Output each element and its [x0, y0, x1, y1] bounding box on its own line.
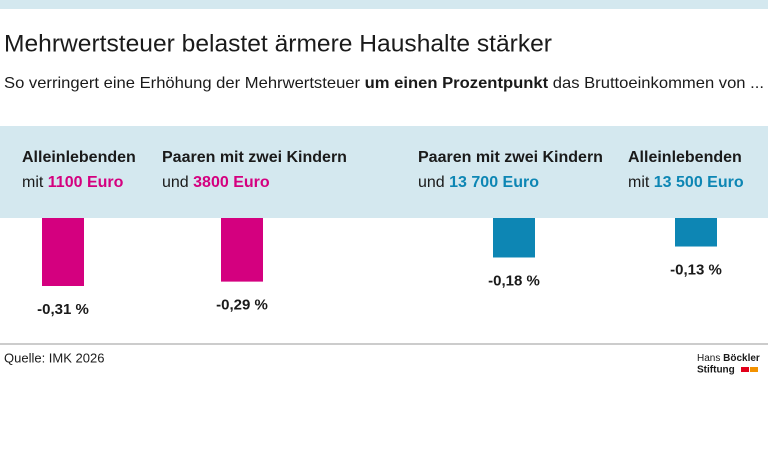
category-prefix: mit — [22, 174, 44, 191]
category-sublabel: mit 1100 Euro — [22, 174, 124, 191]
label-panel — [0, 126, 768, 218]
bar — [675, 218, 717, 247]
category-prefix: und — [418, 174, 445, 191]
value-label: -0,13 % — [670, 261, 722, 278]
logo-block — [750, 367, 758, 372]
subtitle-part: So verringert eine Erhöhung der Mehrwert… — [4, 75, 365, 92]
value-label: -0,29 % — [216, 297, 268, 314]
logo-block — [741, 367, 749, 372]
logo-word: Böckler — [723, 353, 760, 364]
logo: Hans Böckler Stiftung — [697, 353, 760, 376]
category-sublabel: und 13 700 Euro — [418, 174, 539, 191]
chart-title: Mehrwertsteuer belastet ärmere Haushalte… — [4, 30, 552, 57]
income: 13 500 Euro — [654, 174, 744, 191]
category-label: Paaren mit zwei Kindern — [162, 149, 347, 166]
subtitle-part: das Bruttoeinkommen von ... — [548, 75, 764, 92]
value-label: -0,18 % — [488, 272, 540, 289]
source: Quelle: IMK 2026 — [4, 350, 104, 365]
logo-word: Hans — [697, 353, 720, 364]
category-sublabel: und 3800 Euro — [162, 174, 270, 191]
bar — [493, 218, 535, 258]
bar — [221, 218, 263, 282]
subtitle: So verringert eine Erhöhung der Mehrwert… — [4, 75, 764, 92]
top-band — [0, 0, 768, 9]
logo-text: Hans Böckler — [697, 353, 760, 364]
bar — [42, 218, 84, 286]
category-label: Paaren mit zwei Kindern — [418, 149, 603, 166]
category-label: Alleinlebenden — [22, 149, 136, 166]
income: 1100 Euro — [48, 174, 124, 191]
value-label: -0,31 % — [37, 301, 89, 318]
subtitle-emphasis: um einen Prozentpunkt — [365, 75, 549, 92]
category-prefix: und — [162, 174, 189, 191]
logo-text: Stiftung — [697, 365, 735, 376]
category-prefix: mit — [628, 174, 650, 191]
income: 13 700 Euro — [449, 174, 539, 191]
category-sublabel: mit 13 500 Euro — [628, 174, 744, 191]
income: 3800 Euro — [193, 174, 270, 191]
category-label: Alleinlebenden — [628, 149, 742, 166]
